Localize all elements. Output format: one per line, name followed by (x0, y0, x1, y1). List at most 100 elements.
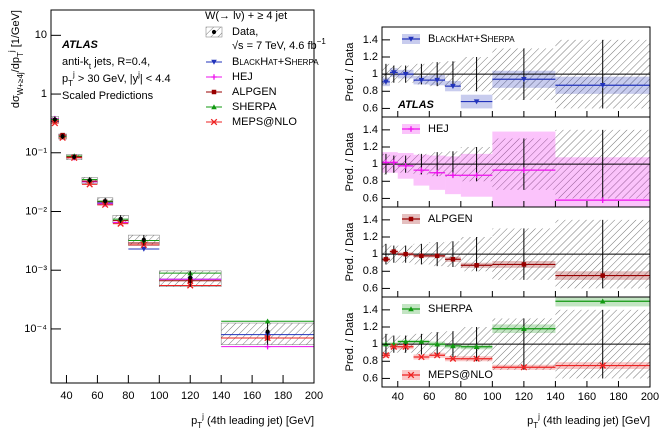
marker (103, 199, 108, 204)
legend-label: SHERPA (232, 101, 277, 113)
marker (418, 353, 425, 361)
marker (408, 306, 414, 312)
marker (211, 29, 217, 35)
marker (450, 257, 456, 262)
y-tick-label: 0.8 (363, 265, 378, 277)
y-tick-label: 0.6 (363, 282, 378, 294)
legend-label: SHERPA (428, 303, 473, 315)
legend-label: MEPS@NLO (428, 369, 493, 381)
annotation-part: anti-k (62, 56, 89, 68)
marker (383, 79, 389, 85)
y-tick-label: 1.2 (363, 141, 378, 153)
plot-area (51, 115, 314, 350)
marker (407, 371, 415, 379)
x-tick-label: 80 (122, 390, 134, 402)
marker (391, 159, 397, 166)
x-axis-label-part: p (527, 415, 533, 427)
marker (418, 167, 425, 173)
marker (141, 237, 146, 242)
x-axis-label-part: j (201, 412, 204, 421)
marker (433, 352, 441, 359)
annotation-part: T (68, 79, 73, 88)
marker (418, 338, 425, 344)
marker (141, 246, 147, 252)
x-tick-label: 60 (423, 391, 435, 403)
marker (450, 343, 456, 349)
frame (50, 9, 315, 384)
marker (408, 216, 414, 222)
y-tick-label: 1.2 (363, 231, 378, 243)
y-tick-label: 0.6 (363, 192, 378, 204)
x-tick-label: 140 (212, 390, 230, 402)
y-tick-label: 0.8 (363, 355, 378, 367)
y-tick-label: 1 (372, 158, 378, 170)
y-tick-label: 1 (372, 338, 378, 350)
y-axis-label: Pred. / Data (344, 222, 356, 282)
x-tick-label: 140 (546, 391, 564, 403)
legend-label: MEPS@NLO (232, 116, 297, 128)
y-tick-label: 1.4 (363, 304, 378, 316)
plot-area (382, 219, 650, 289)
x-tick-label: 40 (60, 390, 72, 402)
marker (434, 341, 440, 347)
marker (473, 355, 480, 362)
marker (188, 275, 193, 280)
y-axis-label: Pred. / Data (344, 312, 356, 372)
marker (419, 253, 424, 259)
x-axis-label-part: (4th leading jet) [GeV] (204, 415, 314, 427)
annotation-part: √s = 7 TeV, 4.6 fb (232, 40, 317, 52)
x-axis-label-part: T (533, 421, 538, 430)
marker (391, 70, 397, 76)
y-tick-label: 0.6 (363, 372, 378, 384)
x-tick-label: 100 (150, 390, 168, 402)
marker (473, 343, 480, 349)
y-tick-label: 1.4 (363, 34, 378, 46)
y-axis-label: Pred. / Data (344, 132, 356, 192)
marker (211, 104, 217, 110)
plot-area (382, 39, 650, 109)
annotation-part: t (89, 62, 92, 71)
plot-area (382, 129, 650, 207)
marker (408, 126, 414, 132)
legend-label: BlackHat+Sherpa (428, 33, 515, 45)
marker (210, 118, 218, 126)
marker (600, 273, 605, 278)
y-tick-label: 1 (372, 68, 378, 80)
x-axis-label: pTj (4th leading jet) [GeV] (527, 412, 650, 430)
legend-label: BlackHat+Sherpa (232, 56, 319, 68)
marker (599, 298, 606, 304)
marker (382, 352, 390, 359)
annotation-part: −1 (317, 37, 327, 46)
marker (86, 181, 93, 188)
marker (521, 77, 527, 83)
marker (390, 343, 398, 350)
marker (72, 154, 77, 159)
annotation: √s = 7 TeV, 4.6 fb−1 (232, 37, 326, 52)
y-tick-label: 0.8 (363, 175, 378, 187)
marker (51, 119, 59, 127)
marker (265, 329, 270, 334)
frame (381, 296, 651, 388)
marker (449, 355, 457, 362)
x-axis-label-part: (4th leading jet) [GeV] (540, 415, 650, 427)
legend-label: HEJ (428, 123, 449, 135)
x-tick-label: 200 (305, 390, 323, 402)
y-tick-label: 10⁻¹ (25, 147, 47, 159)
legend-label: ALPGEN (232, 86, 277, 98)
annotation-part: > 30 GeV, |y (75, 73, 139, 85)
x-axis-label-part: T (197, 421, 202, 430)
marker (474, 263, 479, 268)
y-tick-label: 10⁻⁴ (24, 323, 47, 335)
x-tick-label: 200 (641, 391, 659, 403)
x-axis-label-part: j (537, 412, 540, 421)
y-axis-label-part: j (7, 50, 16, 53)
legend-label: HEJ (232, 71, 253, 83)
annotation-part: jets, R=0.4, (91, 56, 150, 68)
x-tick-label: 180 (609, 391, 627, 403)
x-axis-label-part: p (191, 415, 197, 427)
marker (599, 362, 606, 369)
y-axis-label: Pred. / Data (344, 42, 356, 102)
marker (60, 134, 65, 139)
x-tick-label: 60 (91, 390, 103, 402)
y-axis-label-part: /dp (10, 57, 22, 72)
